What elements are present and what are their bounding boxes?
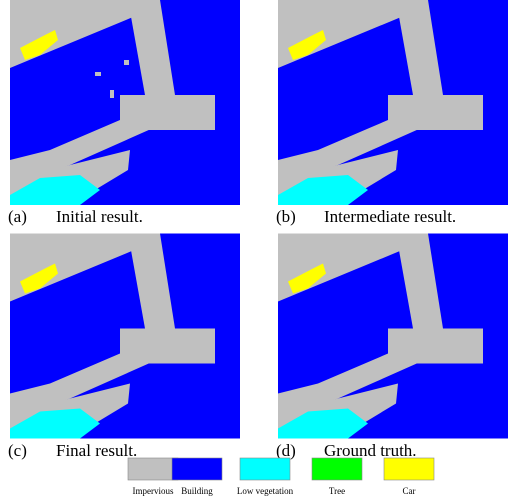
panel-tag: (a) xyxy=(8,207,27,226)
legend-swatch xyxy=(128,458,178,480)
panel-tag: (c) xyxy=(8,441,27,460)
panel-tag: (b) xyxy=(276,207,296,226)
legend-swatch xyxy=(384,458,434,480)
legend-swatch xyxy=(172,458,222,480)
segmentation-map xyxy=(278,0,508,205)
segmentation-map xyxy=(278,234,508,439)
figure: (a) Initial result. (b) Intermediate result… xyxy=(0,0,515,499)
legend-label: Tree xyxy=(329,486,345,496)
legend-label: Car xyxy=(403,486,416,496)
segmentation-map xyxy=(10,234,240,439)
legend-swatch xyxy=(240,458,290,480)
page: {"panels": [ {"tag": "(a)", "caption": "… xyxy=(0,0,515,499)
panel-caption: Initial result. xyxy=(56,207,143,226)
panel-caption: Intermediate result. xyxy=(324,207,456,226)
legend-label: Low vegetation xyxy=(237,486,294,496)
legend-swatch xyxy=(312,458,362,480)
panel-tag: (d) xyxy=(276,441,296,460)
legend-label: Impervious xyxy=(133,486,174,496)
legend-label: Building xyxy=(181,486,213,496)
panel-caption: Final result. xyxy=(56,441,137,460)
panel-caption: Ground truth. xyxy=(324,441,417,460)
segmentation-map xyxy=(10,0,240,205)
